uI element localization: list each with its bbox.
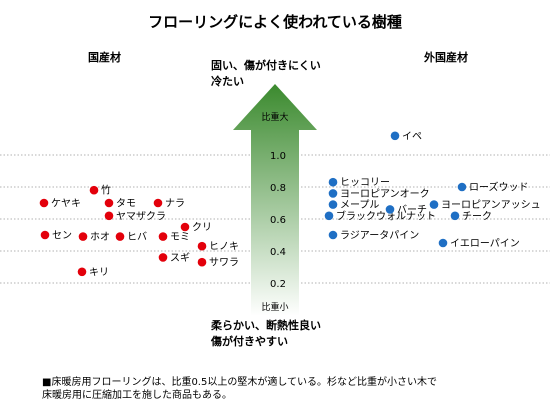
data-point — [328, 200, 338, 209]
data-point — [429, 200, 439, 209]
point-label: ヒノキ — [209, 241, 239, 253]
point-label: イエローパイン — [450, 238, 520, 250]
data-point — [385, 205, 395, 214]
point-label: スギ — [170, 252, 190, 264]
data-point — [153, 198, 163, 208]
data-point — [324, 211, 334, 221]
point-label: セン — [52, 230, 72, 242]
point-label: メープル — [340, 199, 379, 211]
data-point — [78, 232, 88, 241]
axis-bottom-label: 比重小 — [261, 301, 288, 313]
data-point — [328, 177, 338, 187]
data-point — [104, 211, 114, 221]
point-label: サワラ — [209, 257, 239, 269]
axis-top-label: 比重大 — [261, 111, 288, 123]
data-point — [450, 211, 460, 221]
point-label: ヒッコリー — [340, 177, 390, 189]
point-label: モミ — [170, 232, 190, 243]
data-point — [89, 185, 99, 195]
hard-wood-note: 固い、傷が付きにくい 冷たい — [211, 58, 321, 90]
data-point — [390, 131, 400, 141]
y-tick-label: 0.4 — [270, 247, 286, 258]
y-tick-label: 0.6 — [270, 215, 286, 226]
footnote-line-2: 床暖房用に圧縮加工を施した商品もある。 — [42, 390, 232, 401]
point-label: タモ — [116, 198, 136, 210]
hard-wood-note-line-2: 冷たい — [211, 75, 244, 88]
data-point — [39, 198, 49, 208]
data-point — [77, 267, 87, 277]
soft-wood-note-line-2: 傷が付きやすい — [211, 335, 288, 348]
footnote-line-1: ■床暖房用フローリングは、比重0.5以上の堅木が適している。杉など比重が小さい木… — [42, 377, 438, 388]
y-tick-label: 0.2 — [270, 279, 286, 290]
data-point — [328, 230, 338, 240]
point-label: ヒバ — [127, 231, 147, 243]
point-label: ラジアータパイン — [340, 230, 419, 242]
data-point — [180, 222, 190, 232]
point-label: クリ — [192, 222, 212, 234]
point-label: チーク — [462, 210, 492, 222]
data-point — [438, 238, 448, 248]
data-point — [197, 257, 207, 267]
point-label: 竹 — [101, 184, 111, 197]
y-tick-label: 1.0 — [270, 151, 286, 162]
soft-wood-note: 柔らかい、断熱性良い 傷が付きやすい — [211, 318, 321, 350]
point-label: バーチ — [397, 204, 427, 216]
hard-wood-note-line-1: 固い、傷が付きにくい — [211, 59, 321, 72]
data-point — [115, 232, 125, 241]
point-label: ホオ — [90, 231, 110, 243]
point-label: ヨーロピアンアッシュ — [441, 199, 541, 211]
point-label: キリ — [89, 267, 109, 278]
soft-wood-note-line-1: 柔らかい、断熱性良い — [211, 319, 321, 332]
y-tick-labels: 1.0 0.8 0.6 0.4 0.2 — [270, 151, 286, 290]
density-arrow — [233, 84, 317, 316]
data-point — [197, 241, 207, 251]
domestic-wood-heading: 国産材 — [88, 51, 121, 64]
data-point — [158, 232, 168, 241]
point-label: ブラックウォルナット — [336, 209, 436, 222]
data-point — [328, 189, 338, 198]
data-point — [40, 230, 50, 240]
y-tick-label: 0.8 — [270, 183, 286, 194]
chart-title: フローリングによく使われている樹種 — [148, 13, 402, 31]
point-label: ローズウッド — [469, 181, 529, 194]
point-label: ケヤキ — [51, 198, 81, 210]
data-point — [457, 182, 467, 192]
foreign-wood-heading: 外国産材 — [424, 51, 468, 64]
point-label: ナラ — [165, 198, 185, 210]
data-point — [158, 253, 168, 262]
point-label: ヤマザクラ — [116, 210, 166, 222]
point-label: イペ — [402, 131, 422, 142]
data-point — [104, 198, 114, 208]
point-label: ヨーロピアンオーク — [340, 188, 430, 200]
footnote: ■床暖房用フローリングは、比重0.5以上の堅木が適している。杉など比重が小さい木… — [42, 376, 542, 402]
